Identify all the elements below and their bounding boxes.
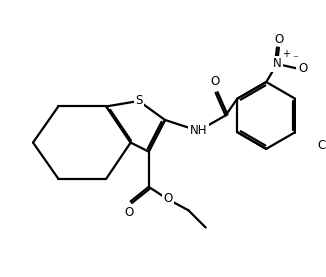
Text: N: N	[273, 57, 281, 70]
Text: O: O	[274, 33, 284, 46]
Text: ⁻: ⁻	[292, 54, 298, 64]
Text: S: S	[135, 94, 142, 107]
Text: NH: NH	[190, 124, 207, 137]
Text: O: O	[163, 192, 172, 205]
Text: O: O	[299, 62, 308, 75]
Text: O: O	[210, 75, 219, 88]
Text: +: +	[282, 49, 289, 59]
Text: O: O	[124, 206, 133, 219]
Text: Cl: Cl	[317, 139, 326, 152]
